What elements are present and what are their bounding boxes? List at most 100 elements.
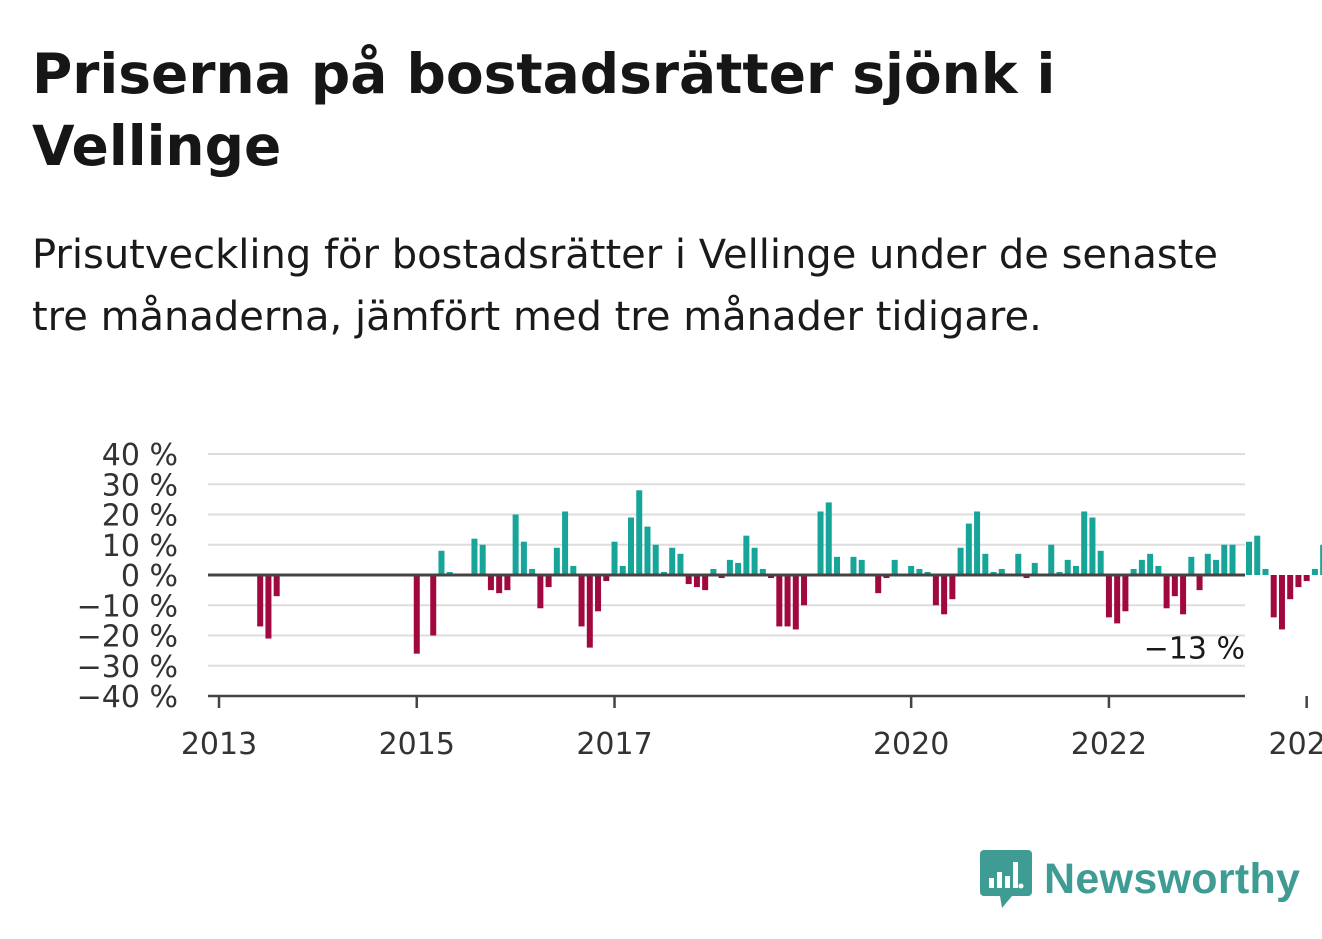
bar [784,575,791,627]
bar [619,565,626,575]
last-value-label: −13 % [1144,631,1245,666]
x-tick-label: 2013 [181,727,257,762]
newsworthy-logo: Newsworthy [980,848,1300,910]
bar [595,575,602,612]
bar [792,575,799,630]
bar [265,575,272,639]
bar [957,547,964,575]
bar [586,575,593,648]
bar [850,556,857,575]
x-tick-label: 2022 [1071,727,1147,762]
bar [273,575,280,597]
bar [1188,556,1195,575]
bar [825,502,832,575]
bar [908,565,915,575]
bar [965,523,972,575]
x-axis: 2013 2015 2017 2020 2022 2024 [181,694,1322,762]
bar [1072,565,1079,575]
bar [875,575,882,594]
bar [660,571,667,575]
bar [553,547,560,575]
bar [693,575,700,588]
bar [430,575,437,636]
bar [1229,544,1236,575]
bar [669,547,676,575]
bar [636,490,643,575]
bar [891,559,898,575]
bar [685,575,692,585]
bar [1048,544,1055,575]
bar [990,571,997,575]
bar [1031,562,1038,575]
logo-text: Newsworthy [1044,854,1301,903]
bar [1213,559,1220,575]
bar [512,514,519,575]
bar [1130,568,1137,575]
bar [520,541,527,575]
bar [479,544,486,575]
bar [759,568,766,575]
bar [413,575,420,654]
bar [487,575,494,591]
bar [438,550,445,575]
bar [924,571,931,575]
bar [1320,544,1322,575]
bar [932,575,939,606]
bar [578,575,585,627]
bar [801,575,808,606]
x-tick-label: 2024 [1269,727,1322,762]
price-change-chart: 40 %30 %20 %10 %0 %−10 %−20 %−30 %−40 % … [77,438,1322,762]
bar [446,571,453,575]
y-tick-label: −40 % [77,680,178,715]
y-tick-label: −20 % [77,620,178,655]
bar [1097,550,1104,575]
y-tick-label: 0 % [121,559,178,594]
bar [1287,575,1294,600]
bar [257,575,264,627]
bar [776,575,783,627]
bar [1064,559,1071,575]
bars [257,490,1322,654]
bar [611,541,618,575]
bar [702,575,709,591]
y-tick-label: 40 % [102,438,178,473]
bar [471,538,478,575]
bar [1295,575,1302,588]
bar [998,568,1005,575]
y-tick-label: 10 % [102,529,178,564]
bar [916,568,923,575]
bar [529,568,536,575]
bar [1204,553,1211,575]
bar [1122,575,1129,612]
bar [1171,575,1178,597]
chart-title: Priserna på bostadsrätter sjönk i Vellin… [32,42,1056,178]
y-tick-label: 30 % [102,468,178,503]
bar [1147,553,1154,575]
bar [858,559,865,575]
bar [496,575,503,594]
bar [1138,559,1145,575]
bar [1180,575,1187,615]
bar [768,575,775,579]
chart-subtitle: Prisutveckling för bostadsrätter i Velli… [32,232,1219,340]
bar [1155,565,1162,575]
bar [1056,571,1063,575]
x-tick-label: 2017 [576,727,652,762]
bar [1270,575,1277,618]
bar [1023,575,1030,579]
bar [1278,575,1285,630]
bar [718,575,725,579]
bar [974,511,981,575]
bar [677,553,684,575]
bar [1262,568,1269,575]
bar [834,556,840,575]
bar [1221,544,1228,575]
bar [545,575,552,588]
bar [735,562,742,575]
bar [941,575,948,615]
y-axis-labels: 40 %30 %20 %10 %0 %−10 %−20 %−30 %−40 % [77,438,178,715]
bar [504,575,511,591]
bar [1114,575,1121,624]
y-tick-label: −10 % [77,589,178,624]
bar [1081,511,1088,575]
